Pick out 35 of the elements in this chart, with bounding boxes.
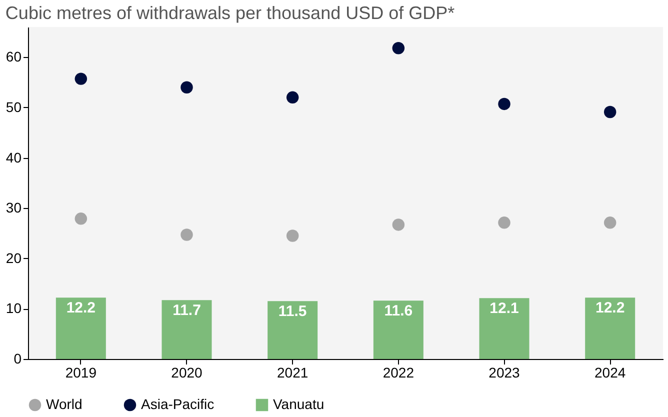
point xyxy=(498,216,510,229)
data-label: 12.1 xyxy=(490,300,519,318)
y-tick-label: 60 xyxy=(6,48,22,65)
y-tick-label: 20 xyxy=(6,250,22,266)
y-tick-label: 30 xyxy=(6,200,22,216)
data-label: 12.2 xyxy=(595,300,625,317)
data-label: 11.5 xyxy=(278,303,307,320)
point xyxy=(392,42,405,54)
point xyxy=(74,72,88,85)
point xyxy=(604,106,616,118)
x-tick-label: 2021 xyxy=(277,364,308,380)
y-tick-label: 10 xyxy=(6,300,22,316)
y-tick-label: 40 xyxy=(6,149,22,166)
point xyxy=(180,81,193,94)
point xyxy=(604,216,616,229)
x-tick-label: 2024 xyxy=(594,364,626,380)
point xyxy=(180,228,193,241)
x-tick-label: 2019 xyxy=(65,364,97,380)
chart-title: Cubic metres of withdrawals per thousand USD of GDP* xyxy=(5,3,455,23)
y-tick-label: 50 xyxy=(6,98,22,115)
legend-label: Asia-Pacific xyxy=(141,396,214,412)
data-label: 12.2 xyxy=(66,300,96,317)
point xyxy=(74,212,88,225)
data-label: 11.7 xyxy=(172,302,201,320)
point xyxy=(286,230,299,242)
legend-label: Vanuatu xyxy=(273,396,324,412)
x-tick-label: 2020 xyxy=(171,364,203,380)
x-tick-label: 2022 xyxy=(382,364,414,380)
data-label: 11.6 xyxy=(384,302,413,320)
y-tick-label: 0 xyxy=(14,350,22,366)
point xyxy=(392,218,405,231)
point xyxy=(286,91,299,104)
point xyxy=(498,98,510,110)
x-tick-label: 2023 xyxy=(488,364,520,380)
legend-label: World xyxy=(46,396,82,412)
